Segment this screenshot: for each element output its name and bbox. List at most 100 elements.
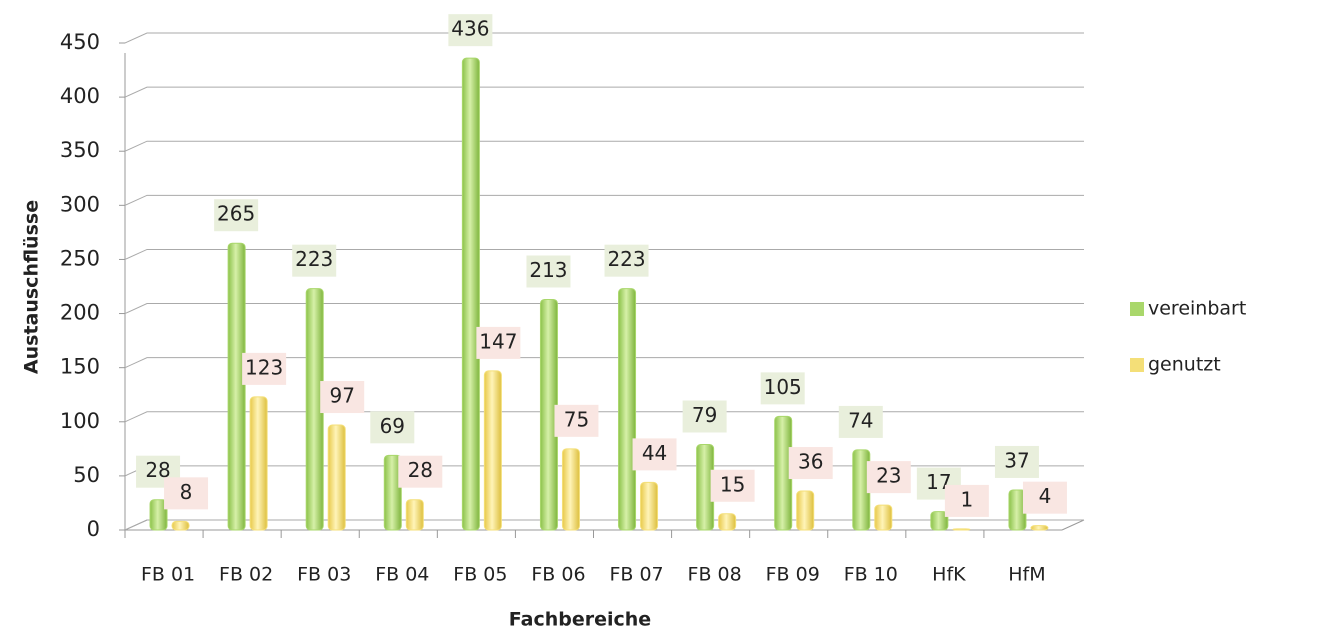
bar — [383, 454, 402, 531]
grid-line — [124, 357, 1084, 369]
bar — [249, 396, 268, 531]
bar — [461, 57, 480, 531]
data-label-bg — [448, 14, 493, 47]
data-label: 75 — [564, 407, 589, 431]
y-tick-label: 150 — [60, 355, 100, 379]
legend-label: genutzt — [1148, 354, 1221, 376]
bar — [227, 242, 246, 531]
legend-label: vereinbart — [1148, 298, 1246, 320]
legend-swatch — [1130, 302, 1144, 316]
data-label-bg — [320, 381, 365, 414]
x-tick-label: FB 02 — [219, 564, 273, 586]
data-label: 79 — [692, 403, 717, 427]
data-label-bg — [292, 244, 337, 277]
data-label: 36 — [798, 450, 823, 474]
data-label: 28 — [408, 458, 433, 482]
bar — [640, 481, 659, 531]
data-label-bg — [682, 400, 727, 433]
data-label-bg — [214, 199, 259, 232]
y-axis-title: Austauschflüsse — [21, 200, 43, 374]
data-label-bg — [866, 461, 911, 494]
data-label: 223 — [607, 247, 645, 271]
data-label: 23 — [876, 464, 901, 488]
x-tick-label: HfM — [1008, 564, 1045, 586]
data-label: 8 — [180, 480, 193, 504]
data-label-bg — [554, 404, 599, 437]
bar — [930, 511, 949, 531]
x-tick-label: FB 04 — [375, 564, 429, 586]
data-label-bg — [944, 484, 989, 517]
bar — [952, 528, 971, 531]
grid-line — [124, 86, 1084, 98]
grid-line — [124, 411, 1084, 423]
data-label: 44 — [642, 441, 667, 465]
data-label: 265 — [217, 202, 255, 226]
data-label-bg — [526, 255, 571, 288]
bar — [405, 499, 424, 531]
data-label-bg — [604, 244, 649, 277]
legend-swatch — [1130, 358, 1144, 372]
bar — [327, 424, 346, 531]
bar — [171, 520, 190, 531]
floor-edge — [1061, 519, 1085, 531]
x-tick-label: FB 05 — [453, 564, 507, 586]
bar — [561, 448, 580, 531]
data-label-bg — [398, 455, 443, 488]
bar — [874, 504, 893, 531]
grid-line — [124, 140, 1084, 152]
data-label: 4 — [1039, 484, 1052, 508]
data-label: 97 — [329, 384, 354, 408]
data-label-bg — [994, 445, 1039, 478]
data-label: 69 — [380, 414, 405, 438]
y-tick-label: 400 — [60, 84, 100, 108]
bar — [483, 370, 502, 531]
y-tick-label: 50 — [73, 463, 100, 487]
grid-line — [124, 303, 1084, 315]
data-label-bg — [788, 447, 833, 480]
data-label-bg — [1022, 481, 1067, 514]
x-axis-title: Fachbereiche — [509, 609, 651, 631]
data-label-bg — [242, 352, 287, 385]
data-label-bg — [710, 469, 755, 502]
x-tick-label: HfK — [932, 564, 966, 586]
data-label: 147 — [479, 329, 517, 353]
y-tick-label: 250 — [60, 246, 100, 270]
y-tick-label: 450 — [60, 30, 100, 54]
data-label-bg — [164, 477, 209, 510]
data-label-bg — [632, 438, 677, 471]
x-tick-label: FB 09 — [766, 564, 820, 586]
y-tick-label: 300 — [60, 192, 100, 216]
data-label: 436 — [451, 17, 489, 41]
data-label: 213 — [529, 258, 567, 282]
x-tick-label: FB 08 — [688, 564, 742, 586]
x-tick-label: FB 01 — [141, 564, 195, 586]
y-tick-label: 0 — [87, 517, 100, 541]
data-label: 74 — [848, 408, 873, 432]
y-tick-label: 200 — [60, 301, 100, 325]
x-tick-label: FB 03 — [297, 564, 351, 586]
x-tick-label: FB 10 — [844, 564, 898, 586]
bar — [618, 288, 637, 531]
grid-line — [124, 519, 1084, 531]
x-tick-label: FB 07 — [609, 564, 663, 586]
data-label-bg — [838, 405, 883, 438]
data-label-bg — [760, 372, 805, 405]
data-label: 223 — [295, 247, 333, 271]
bar — [796, 490, 815, 531]
y-tick-label: 100 — [60, 409, 100, 433]
data-label: 1 — [961, 487, 974, 511]
bar — [1030, 525, 1049, 531]
grid-line — [124, 194, 1084, 206]
bar — [149, 499, 168, 531]
grid-line — [124, 248, 1084, 260]
data-label-bg — [370, 411, 415, 444]
grid-line — [124, 32, 1084, 44]
data-label: 105 — [764, 375, 802, 399]
data-label: 37 — [1004, 448, 1029, 472]
bar — [718, 513, 737, 531]
data-label-bg — [476, 326, 521, 359]
data-label: 123 — [245, 355, 283, 379]
x-tick-label: FB 06 — [531, 564, 585, 586]
data-label: 15 — [720, 472, 745, 496]
